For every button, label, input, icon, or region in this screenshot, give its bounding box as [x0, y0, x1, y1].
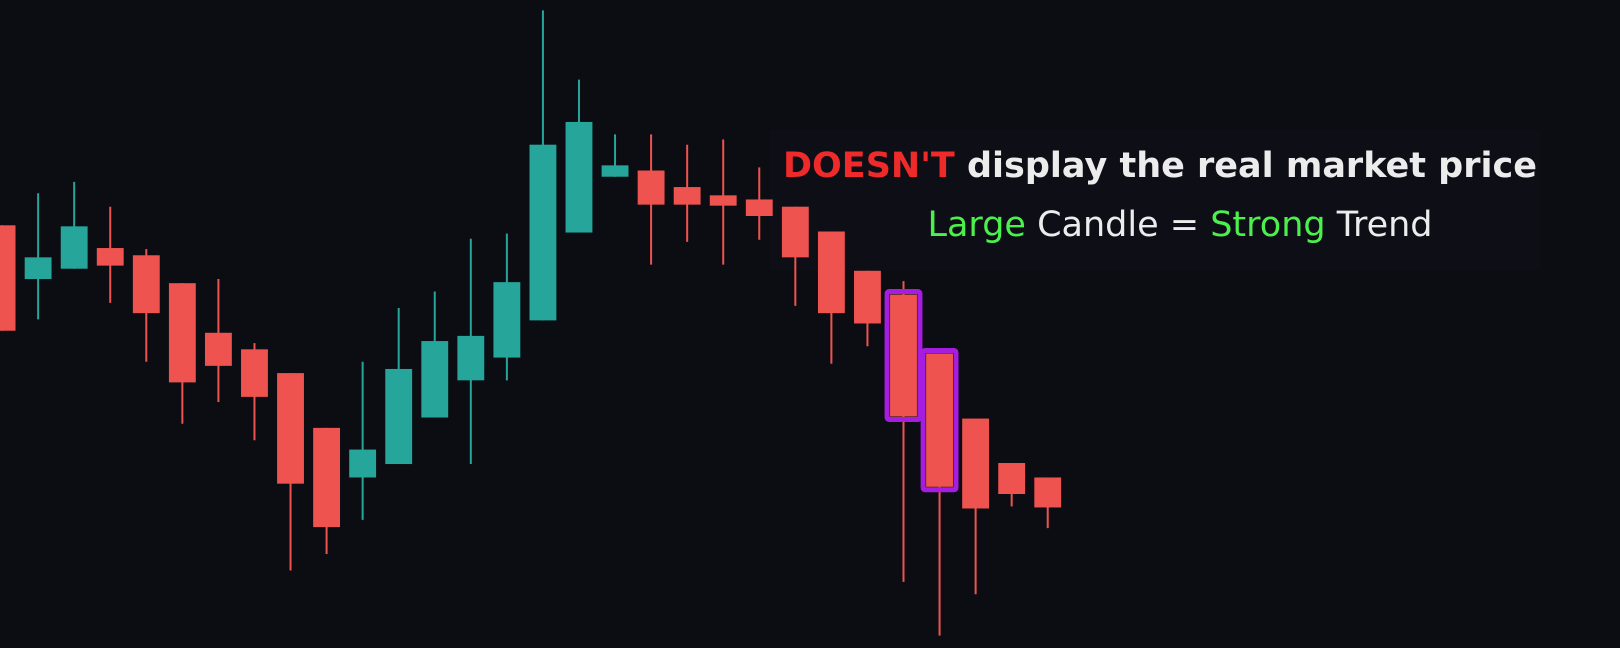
candle-body — [0, 225, 16, 331]
candle-body — [385, 368, 413, 465]
candle-body — [132, 255, 160, 314]
candle-body — [277, 373, 304, 484]
highlight-box — [920, 347, 959, 493]
candle-body — [745, 199, 773, 216]
candle-body — [24, 257, 52, 280]
candle-body — [96, 248, 124, 266]
annotation-text: Trend — [1326, 205, 1433, 245]
annotation-text: display the real market price — [955, 146, 1537, 186]
annotation-text: DOESN'T — [783, 146, 955, 186]
candle-body — [168, 283, 196, 383]
annotation-text: Candle = — [1026, 205, 1210, 245]
candle-body — [890, 294, 917, 417]
candle-body — [998, 463, 1026, 495]
candle-body — [1034, 477, 1062, 508]
annotation-text: Large — [927, 205, 1025, 245]
candle-body — [601, 165, 629, 177]
candle-body — [926, 353, 953, 487]
candle-body — [565, 121, 593, 233]
candle-body — [673, 187, 701, 205]
candle-body — [313, 427, 341, 528]
candle-body — [817, 231, 845, 314]
candle-body — [204, 332, 232, 366]
candle-body — [781, 206, 809, 258]
candle-body — [241, 349, 268, 397]
candle-body — [529, 144, 557, 321]
candle-body — [493, 282, 521, 358]
candle-body — [854, 270, 881, 324]
candle-body — [60, 226, 88, 269]
candle-body — [421, 341, 449, 418]
annotation-line: Large Candle = Strong Trend — [927, 205, 1432, 245]
candle-body — [349, 449, 377, 478]
annotation-box — [770, 130, 1540, 270]
candle-body — [637, 170, 665, 205]
annotation-line: DOESN'T display the real market price — [783, 146, 1537, 186]
candle-body — [962, 418, 990, 509]
highlight-box — [884, 289, 923, 422]
candle-body — [709, 195, 737, 206]
candle-body — [457, 335, 485, 381]
annotation-text: Strong — [1210, 205, 1325, 245]
